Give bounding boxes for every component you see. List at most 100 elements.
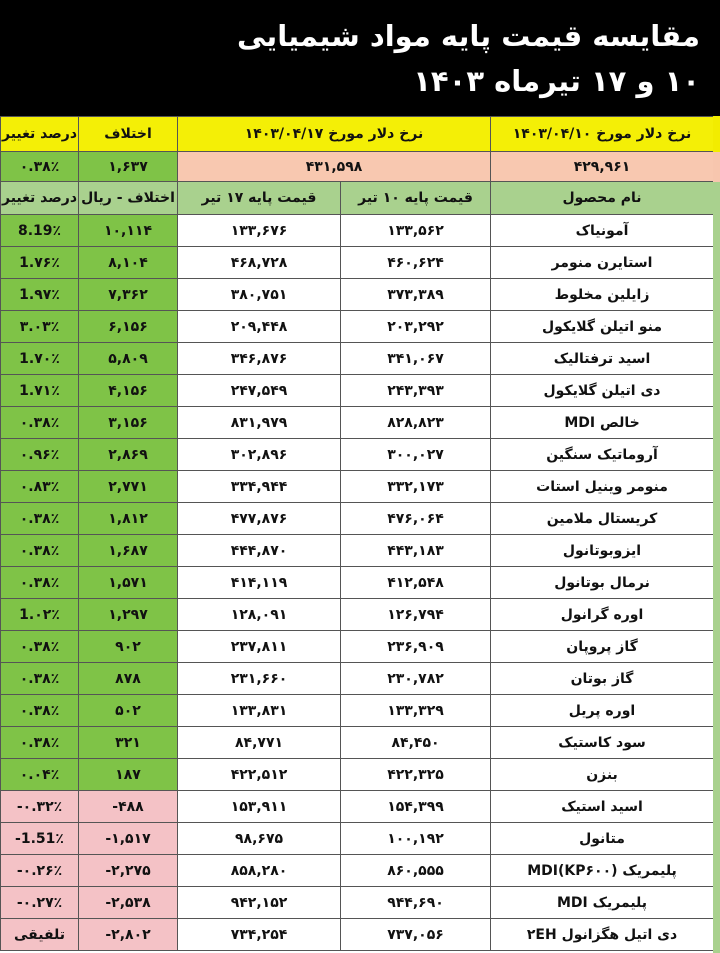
product-name: اسید ترفتالیک: [490, 342, 715, 375]
table-row: ایزوبوتانول ۴۴۳,۱۸۳ ۴۴۴,۸۷۰ ۱,۶۸۷ ۰.۳۸٪: [0, 534, 715, 567]
price-diff: ۶,۱۵۶: [78, 310, 178, 343]
price-10-tir: ۸۲۸,۸۲۳: [340, 406, 492, 439]
product-name: دی اتیل هگزانول ۲EH: [490, 918, 715, 951]
price-10-tir: ۹۴۴,۶۹۰: [340, 886, 492, 919]
price-17-tir: ۸۵۸,۲۸۰: [176, 854, 342, 887]
price-diff: ۵,۸۰۹: [78, 342, 178, 375]
table-row: آمونیاک ۱۳۳,۵۶۲ ۱۳۳,۶۷۶ ۱۰,۱۱۴ 8.19٪: [0, 214, 715, 247]
price-diff: ۷,۳۶۲: [78, 278, 178, 311]
table-row: اوره گرانول ۱۲۶,۷۹۴ ۱۲۸,۰۹۱ ۱,۲۹۷ 1.۰۲٪: [0, 598, 715, 631]
table-row: پلیمریک MDI(KP۶۰۰) ۸۶۰,۵۵۵ ۸۵۸,۲۸۰ -۲,۲۷۵ -۰…: [0, 854, 715, 887]
table-row: سود کاستیک ۸۴,۴۵۰ ۸۴,۷۷۱ ۳۲۱ ۰.۳۸٪: [0, 726, 715, 759]
product-name: دی اتیلن گلایکول: [490, 374, 715, 407]
title-line-2: ۱۰ و ۱۷ تیرماه ۱۴۰۳: [413, 64, 700, 98]
price-diff: -۲,۸۰۲: [78, 918, 178, 951]
price-10-tir: ۳۴۱,۰۶۷: [340, 342, 492, 375]
percent-change: -1.51٪: [0, 822, 79, 855]
product-name: نرمال بوتانول: [490, 566, 715, 599]
percent-change: ۰.۳۸٪: [0, 406, 79, 439]
percent-change: ۳.۰۳٪: [0, 310, 79, 343]
product-name: اوره پریل: [490, 694, 715, 727]
rate-pct-label: درصد تغییر: [0, 116, 79, 152]
price-10-tir: ۳۷۳,۳۸۹: [340, 278, 492, 311]
dollar-rate-row: ۴۲۹,۹۶۱ ۴۳۱,۵۹۸ ۱,۶۳۷ ۰.۳۸٪: [0, 151, 715, 182]
price-17-tir: ۷۳۴,۲۵۴: [176, 918, 342, 951]
price-diff: ۵۰۲: [78, 694, 178, 727]
percent-change: -۰.۳۲٪: [0, 790, 79, 823]
price-10-tir: ۴۶۰,۶۲۴: [340, 246, 492, 279]
percent-change: ۰.۰۴٪: [0, 758, 79, 791]
percent-change: -۰.۲۶٪: [0, 854, 79, 887]
percent-change: ۰.۳۸٪: [0, 630, 79, 663]
price-17-tir: ۸۳۱,۹۷۹: [176, 406, 342, 439]
price-10-tir: ۳۰۰,۰۲۷: [340, 438, 492, 471]
rate-diff-value: ۱,۶۳۷: [78, 151, 178, 182]
price-17-tir: ۱۳۳,۸۳۱: [176, 694, 342, 727]
col-name-header: نام محصول: [490, 181, 715, 215]
table-row: دی اتیل هگزانول ۲EH ۷۳۷,۰۵۶ ۷۳۴,۲۵۴ -۲,۸۰۲ ت…: [0, 918, 715, 951]
col-p17-header: قیمت پایه ۱۷ تیر: [176, 181, 342, 215]
price-10-tir: ۲۳۶,۹۰۹: [340, 630, 492, 663]
price-diff: ۴,۱۵۶: [78, 374, 178, 407]
price-10-tir: ۱۲۶,۷۹۴: [340, 598, 492, 631]
percent-change: 1.۷۰٪: [0, 342, 79, 375]
product-name: پلیمریک MDI: [490, 886, 715, 919]
price-10-tir: ۲۰۳,۲۹۲: [340, 310, 492, 343]
date17-label: نرخ دلار مورخ ۱۴۰۳/۰۴/۱۷: [176, 116, 492, 152]
price-17-tir: ۲۳۷,۸۱۱: [176, 630, 342, 663]
price-10-tir: ۸۶۰,۵۵۵: [340, 854, 492, 887]
price-17-tir: ۹۸,۶۷۵: [176, 822, 342, 855]
column-header-row: نام محصول قیمت پایه ۱۰ تیر قیمت پایه ۱۷ …: [0, 181, 715, 215]
price-diff: ۳,۱۵۶: [78, 406, 178, 439]
product-name: ایزوبوتانول: [490, 534, 715, 567]
price-10-tir: ۴۲۲,۳۲۵: [340, 758, 492, 791]
price-diff: -۱,۵۱۷: [78, 822, 178, 855]
price-17-tir: ۲۴۷,۵۴۹: [176, 374, 342, 407]
price-17-tir: ۴۲۲,۵۱۲: [176, 758, 342, 791]
title-line-1: مقایسه قیمت پایه مواد شیمیایی: [236, 19, 700, 53]
price-10-tir: ۴۷۶,۰۶۴: [340, 502, 492, 535]
price-diff: -۴۸۸: [78, 790, 178, 823]
price-diff: ۸,۱۰۴: [78, 246, 178, 279]
price-10-tir: ۲۳۰,۷۸۲: [340, 662, 492, 695]
table-row: دی اتیلن گلایکول ۲۴۳,۳۹۳ ۲۴۷,۵۴۹ ۴,۱۵۶ 1.۷۱٪: [0, 374, 715, 407]
price-diff: ۱۸۷: [78, 758, 178, 791]
percent-change: 1.۷۶٪: [0, 246, 79, 279]
price-diff: ۱,۵۷۱: [78, 566, 178, 599]
product-name: پلیمریک MDI(KP۶۰۰): [490, 854, 715, 887]
product-name: استایرن منومر: [490, 246, 715, 279]
title-banner: مقایسه قیمت پایه مواد شیمیایی ۱۰ و ۱۷ تی…: [0, 0, 720, 116]
price-diff: ۳۲۱: [78, 726, 178, 759]
price-17-tir: ۳۸۰,۷۵۱: [176, 278, 342, 311]
percent-change: 8.19٪: [0, 214, 79, 247]
price-17-tir: ۱۲۸,۰۹۱: [176, 598, 342, 631]
price-10-tir: ۴۱۲,۵۴۸: [340, 566, 492, 599]
percent-change: 1.۰۲٪: [0, 598, 79, 631]
price-17-tir: ۳۰۲,۸۹۶: [176, 438, 342, 471]
product-name: کریستال ملامین: [490, 502, 715, 535]
rate-pct-value: ۰.۳۸٪: [0, 151, 79, 182]
right-edge-strip: [713, 116, 720, 953]
price-10-tir: ۱۳۳,۵۶۲: [340, 214, 492, 247]
col-diff-header: اختلاف - ریال: [78, 181, 178, 215]
price-diff: ۲,۷۷۱: [78, 470, 178, 503]
table-row: آروماتیک سنگین ۳۰۰,۰۲۷ ۳۰۲,۸۹۶ ۲,۸۶۹ ۰.۹۶٪: [0, 438, 715, 471]
price-17-tir: ۴۱۴,۱۱۹: [176, 566, 342, 599]
price-diff: ۸۷۸: [78, 662, 178, 695]
percent-change: 1.۹۷٪: [0, 278, 79, 311]
date10-label: نرخ دلار مورخ ۱۴۰۳/۰۴/۱۰: [490, 116, 715, 152]
percent-change: ۰.۳۸٪: [0, 662, 79, 695]
price-10-tir: ۱۵۴,۳۹۹: [340, 790, 492, 823]
price-10-tir: ۳۳۲,۱۷۳: [340, 470, 492, 503]
price-diff: ۱,۸۱۲: [78, 502, 178, 535]
percent-change: 1.۷۱٪: [0, 374, 79, 407]
price-10-tir: ۱۳۳,۳۲۹: [340, 694, 492, 727]
col-p10-header: قیمت پایه ۱۰ تیر: [340, 181, 492, 215]
price-diff: ۹۰۲: [78, 630, 178, 663]
price-17-tir: ۴۷۷,۸۷۶: [176, 502, 342, 535]
product-name: گاز بوتان: [490, 662, 715, 695]
product-name: منو اتیلن گلایکول: [490, 310, 715, 343]
price-10-tir: ۸۴,۴۵۰: [340, 726, 492, 759]
price-10-tir: ۷۳۷,۰۵۶: [340, 918, 492, 951]
price-17-tir: ۱۵۳,۹۱۱: [176, 790, 342, 823]
